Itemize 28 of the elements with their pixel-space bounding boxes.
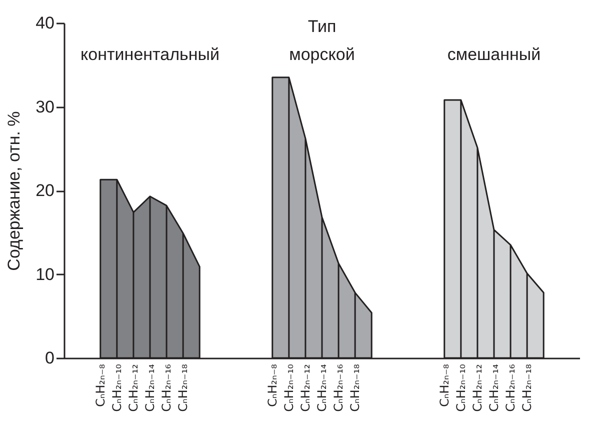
x-tick-label: CₙH₂ₙ₋₈: [437, 364, 452, 407]
x-tick-label: CₙH₂ₙ₋₁₄: [143, 364, 157, 412]
x-tick-label: CₙH₂ₙ₋₁₆: [160, 364, 174, 412]
x-tick-label: CₙH₂ₙ₋₁₈: [176, 364, 190, 412]
text: смешанный: [447, 45, 541, 64]
x-tick-label: CₙH₂ₙ₋₁₄: [487, 364, 501, 412]
x-tick-label: CₙH₂ₙ₋₁₈: [348, 364, 362, 412]
x-tick-label: CₙH₂ₙ₋₁₆: [332, 364, 346, 412]
x-tick-label: CₙH₂ₙ₋₁₂: [470, 364, 484, 412]
x-tick-label: CₙH₂ₙ₋₁₂: [298, 364, 312, 412]
y-tick-label: 20: [36, 181, 54, 200]
x-tick-label: CₙH₂ₙ₋₈: [93, 364, 108, 407]
series-label: морской: [289, 45, 355, 64]
x-tick-label: CₙH₂ₙ₋₁₂: [126, 364, 140, 412]
x-tick-label: CₙH₂ₙ₋₁₀: [110, 364, 124, 412]
chart-title: Тип: [308, 17, 336, 36]
x-tick-label: CₙH₂ₙ₋₁₈: [520, 364, 534, 412]
x-tick-label: CₙH₂ₙ₋₁₀: [282, 364, 296, 412]
y-axis-title: Содержание, отн. %: [4, 111, 24, 271]
y-tick-label: 0: [45, 348, 54, 368]
y-tick-label: 30: [36, 97, 54, 116]
x-tick-label: CₙH₂ₙ₋₁₆: [504, 364, 518, 412]
x-tick-label: CₙH₂ₙ₋₈: [265, 364, 280, 407]
y-tick-label: 40: [36, 14, 54, 32]
x-tick-label: CₙH₂ₙ₋₁₄: [315, 364, 329, 412]
x-tick-label: CₙH₂ₙ₋₁₀: [454, 364, 468, 412]
text: континентальный: [80, 45, 220, 64]
y-tick-label: 10: [36, 264, 54, 284]
